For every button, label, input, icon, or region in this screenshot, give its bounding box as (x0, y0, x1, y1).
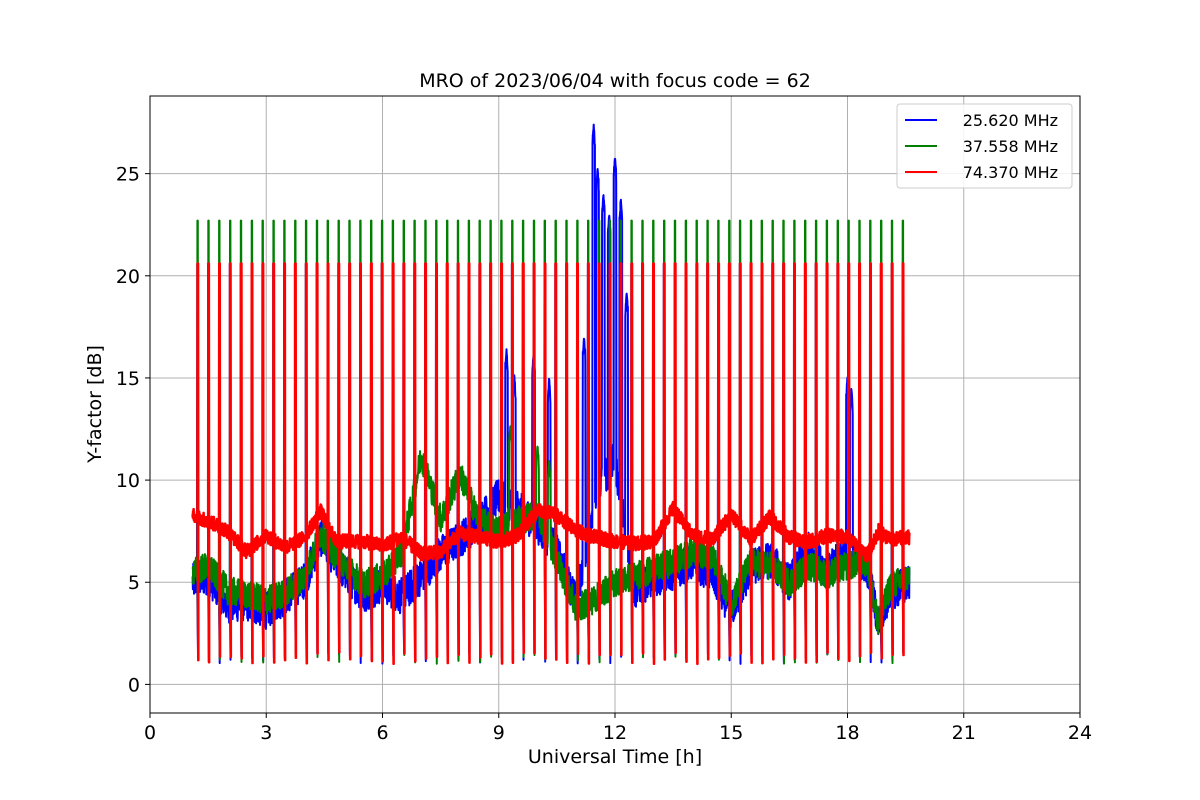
x-tick-label: 6 (376, 722, 388, 744)
y-tick-label: 20 (116, 266, 140, 288)
chart-title: MRO of 2023/06/04 with focus code = 62 (419, 70, 811, 92)
y-tick-label: 15 (116, 368, 140, 390)
x-axis-label: Universal Time [h] (528, 746, 702, 768)
y-tick-label: 0 (128, 674, 140, 696)
legend-label: 74.370 MHz (963, 163, 1058, 182)
legend-label: 37.558 MHz (963, 137, 1058, 156)
x-tick-label: 15 (719, 722, 743, 744)
y-axis-label: Y-factor [dB] (84, 345, 106, 464)
y-tick-label: 5 (128, 572, 140, 594)
legend: 25.620 MHz 37.558 MHz 74.370 MHz (896, 103, 1073, 189)
x-tick-label: 21 (952, 722, 976, 744)
series-line-37558 (191, 219, 911, 665)
y-tick-label: 10 (116, 470, 140, 492)
x-tick-label: 9 (493, 722, 505, 744)
x-tick-label: 12 (603, 722, 627, 744)
x-tick-label: 0 (144, 722, 156, 744)
x-tick-label: 24 (1068, 722, 1092, 744)
legend-label: 25.620 MHz (963, 111, 1058, 130)
ticks: 0 3 6 9 12 15 18 21 24 0 5 10 15 20 25 (116, 164, 1092, 744)
x-tick-label: 18 (835, 722, 859, 744)
x-tick-label: 3 (260, 722, 272, 744)
series-line-74370 (191, 262, 911, 666)
y-tick-label: 25 (116, 164, 140, 186)
series-layer (191, 123, 911, 666)
legend-box (896, 103, 1073, 189)
